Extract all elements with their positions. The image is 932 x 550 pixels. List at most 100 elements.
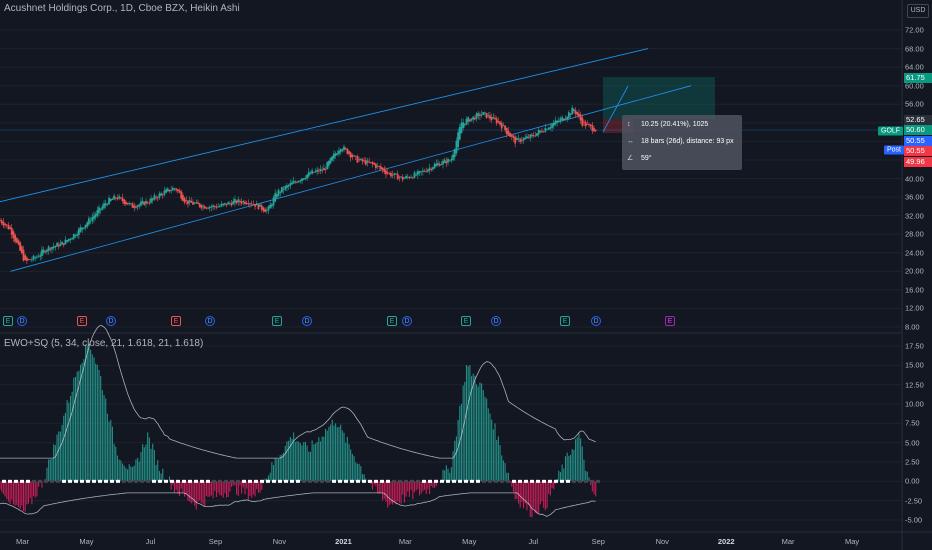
candle-body [366, 160, 369, 163]
candle-body [225, 203, 228, 206]
squeeze-dot [260, 479, 264, 483]
dividend-event-icon[interactable]: D [491, 316, 501, 326]
earnings-event-icon[interactable]: E [77, 316, 87, 326]
parallel-channel[interactable] [0, 48, 692, 272]
time-axis-label: May [844, 537, 860, 546]
dividend-event-icon[interactable]: D [17, 316, 27, 326]
indicator-axis-label: -2.50 [905, 496, 923, 506]
indicator-axis-label: 2.50 [905, 457, 920, 467]
candle-body [497, 120, 500, 123]
candle-body [235, 200, 238, 204]
candle-body [430, 169, 433, 170]
candle-body [20, 246, 23, 254]
chart-title: Acushnet Holdings Corp., 1D, Cboe BZX, H… [4, 3, 240, 14]
indicator-title[interactable]: EWO+SQ (5, 34, close, 21, 1.618, 21, 1.6… [4, 338, 204, 349]
candle-body [514, 136, 517, 144]
candlestick-series [0, 105, 597, 264]
candle-body [566, 116, 569, 119]
candle-body [274, 193, 277, 202]
earnings-event-icon[interactable]: E [560, 316, 570, 326]
indicator-axis-label: 12.50 [905, 380, 924, 390]
indicator-axis-label: 10.00 [905, 399, 924, 409]
price-axis-label: 56.00 [905, 99, 924, 109]
candle-body [121, 197, 124, 202]
time-axis-label: Nov [655, 537, 669, 546]
squeeze-dot [428, 479, 432, 483]
candle-body [34, 257, 37, 259]
dividend-event-icon[interactable]: D [591, 316, 601, 326]
candle-body [259, 204, 261, 207]
candle-body [89, 220, 92, 222]
candle-body [427, 169, 429, 172]
squeeze-dot [344, 479, 348, 483]
dividend-event-icon[interactable]: D [106, 316, 116, 326]
squeeze-dot [2, 479, 6, 483]
candle-body [510, 134, 513, 137]
candle-body [279, 191, 282, 193]
squeeze-dot [356, 479, 360, 483]
candle-body [15, 238, 18, 243]
candle-body [584, 121, 587, 127]
time-axis-label: Mar [781, 537, 795, 546]
candle-body [168, 189, 171, 192]
candle-body [504, 125, 506, 130]
candle-body [42, 249, 45, 253]
candle-body [160, 193, 162, 196]
squeeze-dot [548, 479, 552, 483]
candle-body [284, 186, 287, 190]
squeeze-dot [470, 479, 474, 483]
candle-body [173, 188, 176, 190]
candle-body [155, 197, 157, 199]
currency-badge[interactable]: USD [907, 4, 929, 18]
dividend-event-icon[interactable]: D [205, 316, 215, 326]
candle-body [118, 196, 121, 199]
candle-body [249, 203, 251, 205]
candle-body [378, 165, 381, 167]
candle-body [66, 240, 69, 242]
candle-body [467, 117, 470, 122]
candle-body [448, 160, 451, 162]
candle-body [519, 138, 522, 142]
price-axis-label: 72.00 [905, 25, 924, 35]
candle-body [450, 158, 453, 161]
measure-line[interactable] [602, 85, 629, 133]
candle-body [108, 197, 110, 205]
squeeze-dot [362, 479, 366, 483]
candle-body [145, 201, 147, 204]
candle-body [200, 205, 203, 209]
candle-body [532, 135, 535, 137]
candle-body [208, 206, 211, 209]
candle-body [559, 118, 562, 122]
candle-body [339, 149, 342, 153]
candle-body [99, 208, 102, 211]
earnings-event-icon[interactable]: E [171, 316, 181, 326]
candle-body [440, 164, 443, 165]
squeeze-dot [278, 479, 282, 483]
candle-body [245, 202, 248, 204]
earnings-event-icon[interactable]: E [665, 316, 675, 326]
earnings-event-icon[interactable]: E [387, 316, 397, 326]
earnings-event-icon[interactable]: E [461, 316, 471, 326]
candle-body [193, 203, 196, 205]
candle-body [188, 199, 191, 203]
squeeze-dot [530, 479, 534, 483]
candle-body [502, 125, 505, 127]
earnings-event-icon[interactable]: E [272, 316, 282, 326]
squeeze-dot [584, 479, 588, 483]
candle-body [74, 235, 77, 237]
squeeze-dot [350, 479, 354, 483]
dividend-event-icon[interactable]: D [402, 316, 412, 326]
candle-body [484, 112, 486, 114]
indicator-axis-label: 17.50 [905, 341, 924, 351]
candle-body [228, 203, 231, 204]
squeeze-dot [296, 479, 300, 483]
earnings-event-icon[interactable]: E [3, 316, 13, 326]
candle-body [79, 227, 82, 232]
candle-body [400, 176, 402, 178]
candle-body [171, 188, 174, 191]
candle-body [354, 155, 357, 157]
candle-body [24, 255, 27, 260]
dividend-event-icon[interactable]: D [302, 316, 312, 326]
candle-body [182, 195, 184, 201]
